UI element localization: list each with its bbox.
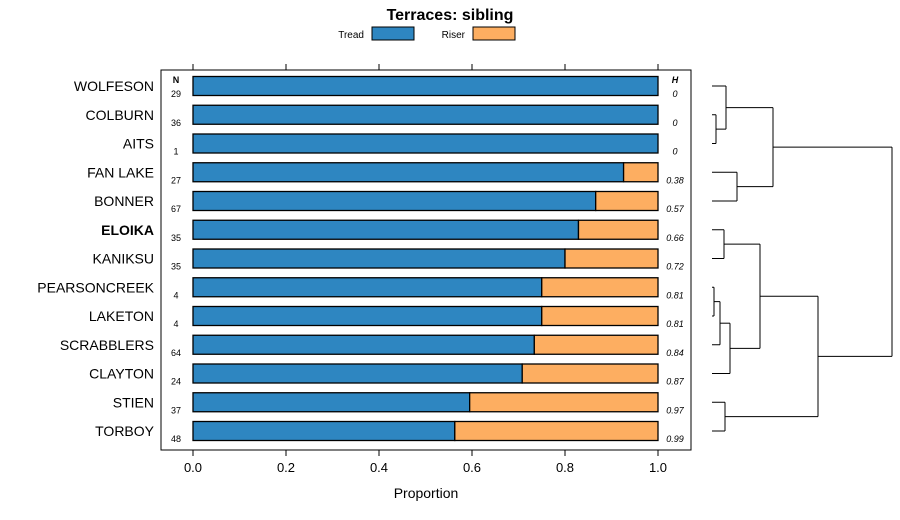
x-tick-label: 0.2	[277, 460, 295, 475]
n-value: 67	[171, 204, 181, 214]
n-value: 35	[171, 233, 181, 243]
row-label: WOLFESON	[74, 78, 154, 94]
legend-swatch-riser	[472, 26, 516, 41]
legend-label-tread: Tread	[338, 30, 364, 41]
h-value: 0.87	[666, 377, 685, 387]
bar-tread	[192, 190, 597, 212]
bar-tread	[192, 248, 566, 269]
h-labels: 0 0 0 0.38 0.57 0.66 0.72 0.81 0.81 0.84 0.87 0.97 0…	[666, 89, 685, 444]
row-label: LAKETON	[89, 308, 154, 324]
bar-riser	[577, 219, 659, 240]
bar-tread	[192, 420, 456, 442]
row-label: SCRABBLERS	[60, 337, 154, 353]
chart-title: Terraces: sibling	[387, 7, 514, 24]
x-tick-label: 0.6	[463, 460, 481, 475]
bar-riser	[469, 392, 659, 413]
h-value: 0.38	[666, 175, 684, 185]
n-value: 27	[171, 175, 181, 185]
n-value: 4	[173, 290, 178, 300]
n-value: 64	[171, 348, 181, 358]
h-value: 0.99	[666, 434, 684, 444]
n-value: 48	[171, 434, 181, 444]
x-tick-label: 0.4	[370, 460, 388, 475]
row-label: PEARSONCREEK	[37, 279, 154, 295]
bar-tread	[192, 75, 659, 97]
bar-tread	[192, 162, 625, 183]
bar-riser	[454, 420, 659, 442]
plot-panel	[160, 69, 692, 451]
row-label: COLBURN	[86, 107, 154, 123]
bar-tread	[192, 277, 543, 298]
bar-tread	[192, 305, 543, 327]
bar-riser	[541, 277, 659, 298]
row-label: AITS	[123, 136, 154, 152]
bar-riser	[595, 190, 659, 212]
h-value: 0	[672, 89, 677, 99]
n-value: 36	[171, 118, 181, 128]
dendrogram	[712, 85, 893, 432]
h-column-header: H	[672, 75, 679, 85]
row-labels: WOLFESON COLBURN AITS FAN LAKE BONNER ELOIKA K…	[37, 78, 154, 439]
x-axis-label: Proportion	[394, 485, 459, 501]
n-value: 35	[171, 262, 181, 272]
bar-riser	[622, 162, 659, 183]
n-value: 24	[171, 377, 181, 387]
x-axis: 0.0 0.2 0.4 0.6 0.8 1.0	[184, 64, 667, 475]
x-tick-label: 0.8	[556, 460, 574, 475]
h-value: 0.81	[666, 290, 684, 300]
bars-layer	[192, 75, 659, 442]
row-label: TORBOY	[95, 423, 155, 439]
row-label: STIEN	[113, 394, 154, 410]
h-value: 0.66	[666, 233, 684, 243]
h-value: 0.72	[666, 262, 684, 272]
row-label: FAN LAKE	[87, 164, 154, 180]
row-label: KANIKSU	[93, 251, 154, 267]
legend-label-riser: Riser	[442, 30, 466, 41]
bar-tread	[192, 219, 580, 240]
h-value: 0.81	[666, 319, 684, 329]
h-value: 0.84	[666, 348, 684, 358]
n-labels: 29 36 1 27 67 35 35 4 4 64 24 37 48	[171, 89, 181, 444]
row-label: ELOIKA	[101, 222, 154, 238]
n-value: 4	[173, 319, 178, 329]
bar-tread	[192, 133, 659, 154]
bar-riser	[521, 363, 659, 384]
legend: Tread Riser	[338, 26, 516, 41]
h-value: 0.97	[666, 405, 685, 415]
row-label: CLAYTON	[89, 366, 154, 382]
h-value: 0.57	[666, 204, 685, 214]
bar-riser	[564, 248, 659, 269]
h-value: 0	[672, 118, 677, 128]
bar-tread	[192, 363, 523, 384]
n-column-header: N	[173, 75, 180, 85]
bar-riser	[533, 334, 659, 355]
bar-tread	[192, 104, 659, 125]
x-tick-label: 0.0	[184, 460, 202, 475]
row-label: BONNER	[94, 193, 154, 209]
bar-tread	[192, 392, 471, 413]
n-value: 37	[171, 405, 181, 415]
x-tick-label: 1.0	[649, 460, 667, 475]
h-value: 0	[672, 147, 677, 157]
bar-riser	[541, 305, 659, 327]
legend-swatch-tread	[371, 26, 415, 41]
bar-tread	[192, 334, 535, 355]
n-value: 29	[171, 89, 181, 99]
n-value: 1	[173, 147, 178, 157]
